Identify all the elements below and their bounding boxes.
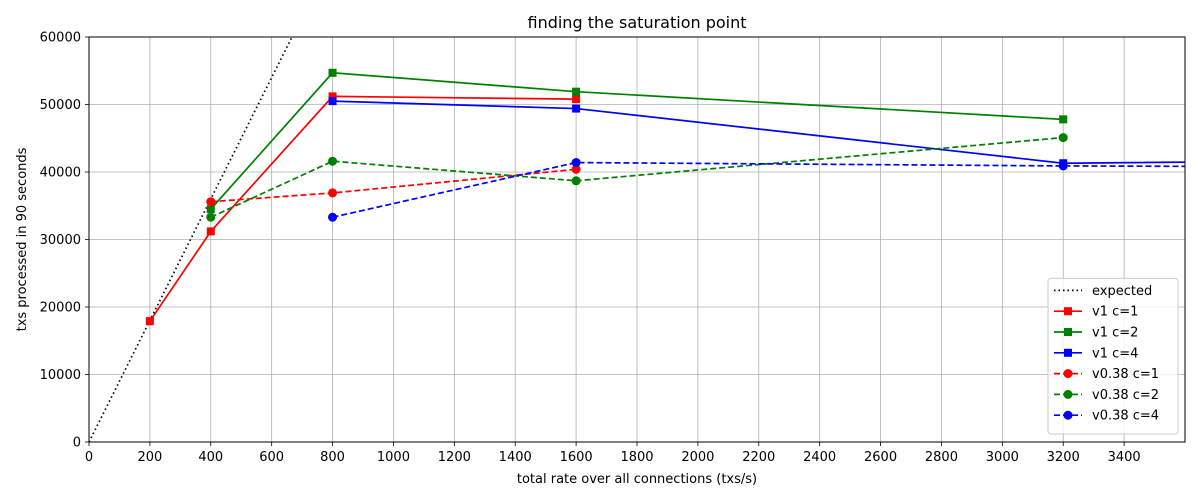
legend-label: v1 c=4 — [1092, 346, 1138, 361]
legend: expected v1 c=1 v1 c=2 v1 c=4 v0.38 c=1 v0.38… — [1047, 277, 1179, 435]
series-v0-38-c-4 — [328, 158, 1185, 222]
legend-item: v0.38 c=1 — [1054, 367, 1159, 382]
legend-marker — [1064, 348, 1072, 357]
x-tick-label: 1200 — [438, 450, 471, 465]
x-tick-label: 2600 — [864, 450, 897, 465]
series-layer — [89, 37, 1185, 442]
y-tick-label: 40000 — [40, 166, 81, 181]
x-tick-label: 3400 — [1108, 450, 1141, 465]
data-point — [328, 156, 338, 166]
legend-item: v1 c=2 — [1054, 326, 1138, 341]
data-point — [328, 92, 337, 101]
legend-marker — [1063, 369, 1073, 379]
legend-box — [1047, 277, 1179, 435]
y-tick-label: 50000 — [40, 98, 81, 113]
data-point — [328, 68, 337, 77]
x-tick-label: 1400 — [499, 450, 532, 465]
legend-item: expected — [1054, 284, 1152, 299]
x-tick-label: 200 — [137, 450, 162, 465]
data-point — [206, 197, 216, 207]
x-tick-label: 2800 — [925, 450, 958, 465]
x-tick-label: 2000 — [681, 450, 714, 465]
series-line — [89, 37, 293, 442]
series-v0-38-c-2 — [206, 133, 1068, 222]
x-axis-label: total rate over all connections (txs/s) — [517, 472, 757, 487]
legend-item: v1 c=4 — [1054, 346, 1138, 361]
data-point — [206, 227, 215, 236]
data-point — [572, 87, 581, 96]
x-tick-label: 800 — [320, 450, 345, 465]
data-point — [571, 176, 581, 186]
legend-item: v0.38 c=2 — [1054, 388, 1159, 403]
legend-label: expected — [1092, 284, 1152, 299]
legend-label: v0.38 c=2 — [1092, 388, 1159, 403]
data-point — [206, 205, 215, 214]
x-tick-label: 2400 — [803, 450, 836, 465]
y-axis-label: txs processed in 90 seconds — [15, 147, 30, 331]
x-tick-label: 1600 — [560, 450, 593, 465]
data-point — [1058, 161, 1068, 171]
y-tick-label: 0 — [73, 436, 81, 451]
series-expected — [89, 37, 293, 442]
series-line — [210, 71, 1064, 210]
axis-ticks: 0 200 400 600 800 1000 1200 1400 1600 1800 2000 220… — [40, 31, 1141, 466]
series-v1-c-1 — [145, 92, 581, 326]
chart-title: finding the saturation point — [527, 13, 746, 32]
data-point — [328, 188, 338, 198]
x-tick-label: 3000 — [986, 450, 1019, 465]
data-point — [571, 164, 581, 174]
x-tick-label: 600 — [259, 450, 284, 465]
series-v1-c-2 — [206, 68, 1068, 214]
data-point — [1059, 115, 1068, 124]
y-tick-label: 20000 — [40, 301, 81, 316]
series-v0-38-c-1 — [206, 164, 581, 207]
y-tick-label: 10000 — [40, 368, 81, 383]
x-tick-label: 400 — [198, 450, 223, 465]
x-tick-label: 2200 — [742, 450, 775, 465]
x-tick-label: 1000 — [377, 450, 410, 465]
data-point — [572, 95, 581, 104]
legend-marker — [1063, 389, 1073, 399]
legend-label: v0.38 c=4 — [1092, 409, 1159, 424]
data-point — [572, 104, 581, 113]
data-point — [328, 97, 337, 106]
x-tick-label: 3200 — [1047, 450, 1080, 465]
y-tick-label: 30000 — [40, 233, 81, 248]
legend-label: v1 c=2 — [1092, 326, 1138, 341]
x-tick-label: 1800 — [620, 450, 653, 465]
legend-item: v0.38 c=4 — [1054, 409, 1159, 424]
data-point — [206, 212, 216, 222]
series-line — [210, 136, 1064, 218]
x-tick-label: 0 — [85, 450, 93, 465]
legend-marker — [1064, 328, 1072, 336]
data-point — [328, 212, 338, 222]
legend-marker — [1064, 307, 1072, 316]
data-point — [145, 317, 154, 326]
data-point — [1058, 133, 1068, 143]
legend-label: v0.38 c=1 — [1092, 367, 1159, 382]
series-line — [149, 95, 577, 322]
y-tick-label: 60000 — [40, 31, 81, 46]
legend-marker — [1063, 410, 1073, 420]
legend-label: v1 c=1 — [1092, 305, 1138, 320]
series-line — [332, 100, 1185, 165]
data-point — [571, 158, 581, 168]
legend-item: v1 c=1 — [1054, 305, 1138, 320]
